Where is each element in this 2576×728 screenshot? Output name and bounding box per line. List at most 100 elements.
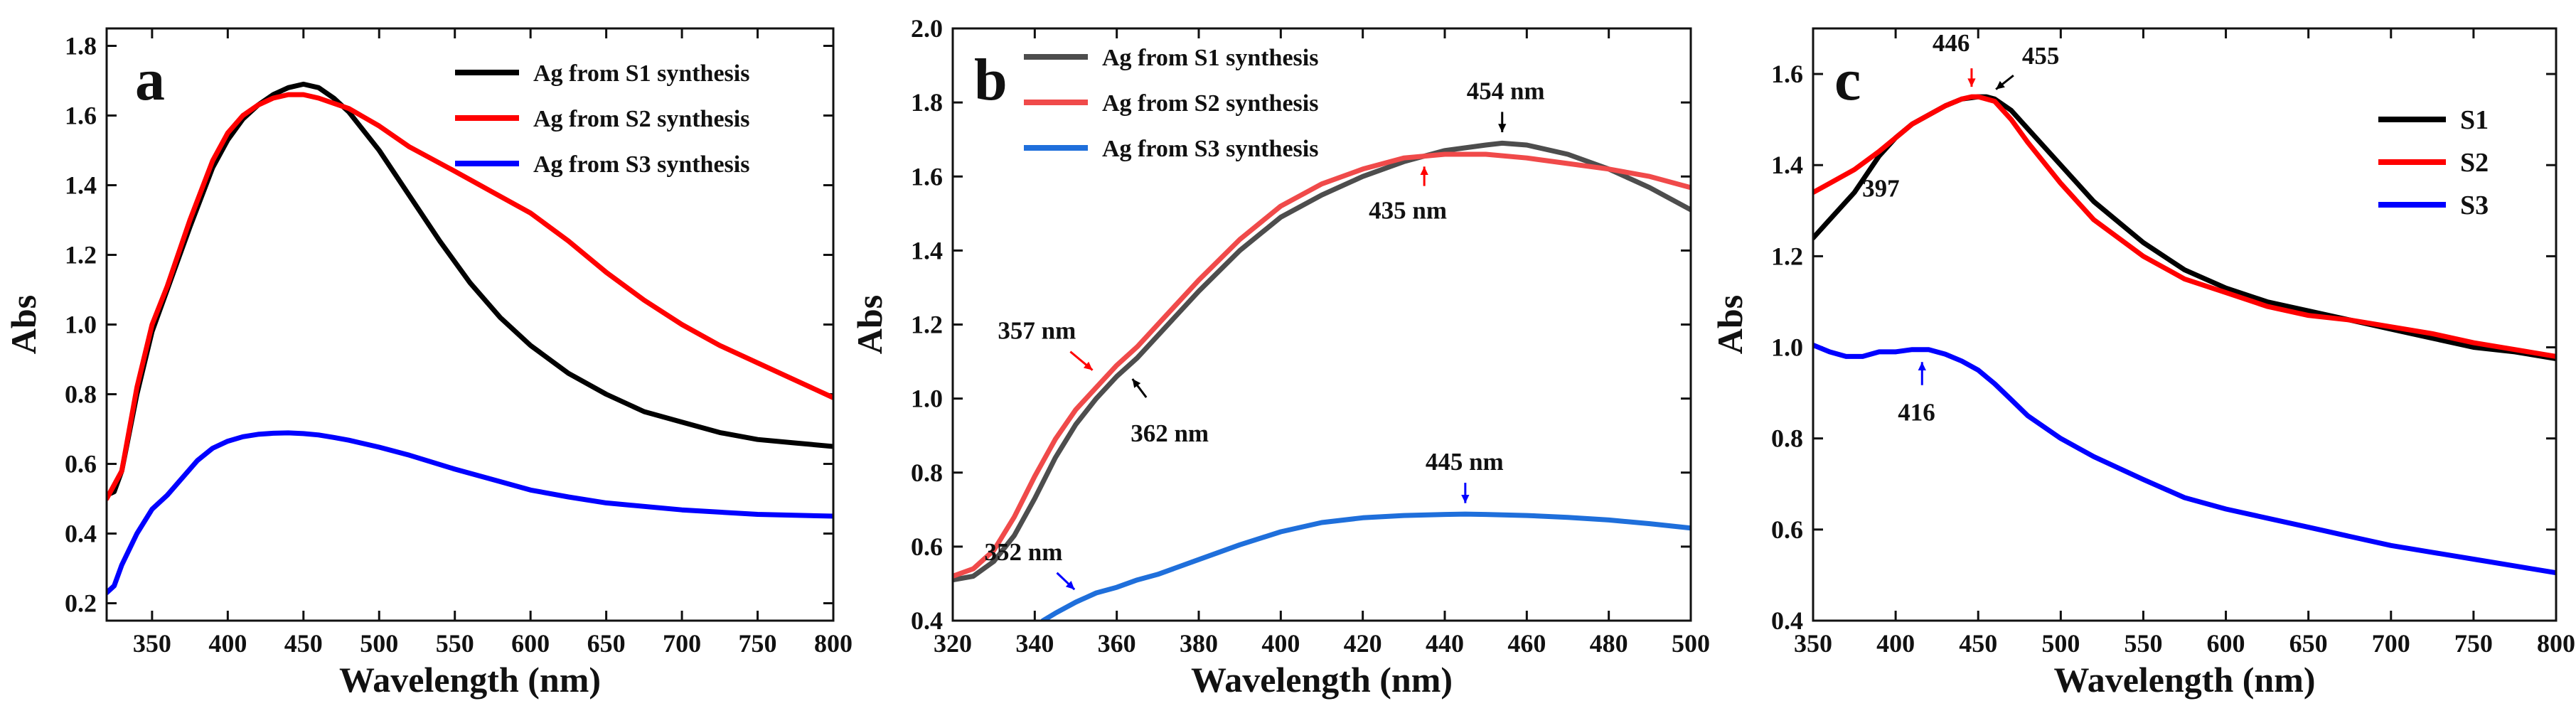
x-tick-label: 750 bbox=[739, 629, 777, 658]
x-tick-label: 420 bbox=[1344, 629, 1382, 658]
annotation-label: 397 bbox=[1862, 175, 1900, 203]
panel-letter: b bbox=[974, 47, 1008, 113]
annotation-label: 416 bbox=[1898, 399, 1935, 427]
x-tick-label: 500 bbox=[2041, 629, 2080, 658]
legend-label: S3 bbox=[2460, 191, 2489, 220]
x-tick-label: 350 bbox=[1794, 629, 1832, 658]
series-line-2 bbox=[953, 151, 1691, 579]
annotation-arrowhead bbox=[1420, 166, 1428, 176]
plot-frame bbox=[105, 27, 835, 622]
y-tick-label: 0.8 bbox=[911, 459, 943, 487]
y-tick-label: 0.6 bbox=[65, 450, 97, 478]
series-line-2 bbox=[1813, 94, 2556, 359]
x-axis-title: Wavelength (nm) bbox=[339, 660, 601, 700]
y-tick-label: 1.4 bbox=[65, 171, 97, 200]
x-tick-label: 500 bbox=[360, 629, 398, 658]
y-axis-title: Abs bbox=[850, 295, 889, 354]
legend-label: Ag from S1 synthesis bbox=[1102, 45, 1318, 71]
y-tick-label: 1.4 bbox=[1771, 151, 1803, 179]
y-tick-label: 1.4 bbox=[911, 236, 943, 264]
plot-frame bbox=[1812, 27, 2558, 622]
x-tick-label: 450 bbox=[284, 629, 323, 658]
x-axis-title: Wavelength (nm) bbox=[1191, 660, 1453, 700]
annotation-arrowhead bbox=[1967, 78, 1976, 87]
series-line-1 bbox=[953, 140, 1691, 583]
x-tick-label: 550 bbox=[2124, 629, 2162, 658]
annotation-arrowhead bbox=[1065, 581, 1075, 590]
y-tick-label: 0.6 bbox=[1771, 515, 1803, 544]
x-axis-title: Wavelength (nm) bbox=[2053, 660, 2315, 700]
panel-letter: c bbox=[1834, 47, 1861, 113]
x-tick-label: 480 bbox=[1590, 629, 1628, 658]
y-tick-label: 0.8 bbox=[1771, 424, 1803, 453]
y-tick-label: 1.6 bbox=[911, 162, 943, 191]
x-tick-label: 400 bbox=[208, 629, 247, 658]
x-tick-label: 700 bbox=[663, 629, 701, 658]
x-tick-label: 360 bbox=[1098, 629, 1136, 658]
x-tick-label: 600 bbox=[511, 629, 550, 658]
y-axis-title: Abs bbox=[4, 295, 43, 354]
y-tick-label: 1.2 bbox=[1771, 242, 1803, 270]
y-tick-label: 1.8 bbox=[911, 88, 943, 117]
x-tick-label: 800 bbox=[2537, 629, 2575, 658]
x-tick-label: 650 bbox=[2289, 629, 2328, 658]
y-tick-label: 1.6 bbox=[65, 102, 97, 130]
x-tick-label: 600 bbox=[2207, 629, 2245, 658]
y-tick-label: 0.8 bbox=[65, 380, 97, 409]
y-axis-title: Abs bbox=[1710, 295, 1750, 354]
annotation-label: 435 nm bbox=[1369, 197, 1447, 225]
annotation-label: 454 nm bbox=[1467, 77, 1545, 105]
y-tick-label: 0.2 bbox=[65, 589, 97, 618]
y-tick-label: 0.4 bbox=[65, 520, 97, 548]
series-line-3 bbox=[1813, 342, 2556, 576]
legend-label: Ag from S3 synthesis bbox=[533, 151, 749, 178]
x-tick-label: 440 bbox=[1426, 629, 1464, 658]
y-tick-label: 0.4 bbox=[911, 606, 943, 635]
x-tick-label: 460 bbox=[1507, 629, 1546, 658]
y-tick-label: 1.0 bbox=[1771, 333, 1803, 362]
x-tick-label: 550 bbox=[436, 629, 474, 658]
y-tick-label: 0.4 bbox=[1771, 606, 1803, 635]
series-line-3 bbox=[107, 430, 833, 596]
legend-label: Ag from S3 synthesis bbox=[1102, 136, 1318, 162]
x-tick-label: 750 bbox=[2454, 629, 2493, 658]
panel-b: 320 340 360 380 400 420 440 460 480 500 0.4 0.6 0.8 1… bbox=[850, 14, 1710, 700]
x-tick-label: 380 bbox=[1180, 629, 1218, 658]
y-tick-label: 1.8 bbox=[65, 32, 97, 60]
annotation-arrowhead bbox=[1132, 378, 1141, 388]
panel-a: 350 400 450 500 550 600 650 700 750 800 0.2 0.4 0.6 0… bbox=[4, 27, 853, 700]
x-tick-label: 320 bbox=[934, 629, 972, 658]
y-tick-label: 1.6 bbox=[1771, 60, 1803, 88]
panel-c: 350 400 450 500 550 600 650 700 750 800 0.4 0.6 0.8 1… bbox=[1710, 27, 2575, 700]
legend-label: Ag from S2 synthesis bbox=[533, 106, 749, 132]
x-tick-label: 340 bbox=[1015, 629, 1054, 658]
legend-label: Ag from S1 synthesis bbox=[533, 60, 749, 87]
annotation-arrowhead bbox=[1918, 362, 1926, 370]
y-tick-label: 1.0 bbox=[65, 311, 97, 339]
legend-label: S1 bbox=[2460, 105, 2489, 135]
series-line-3 bbox=[1040, 511, 1691, 621]
x-tick-label: 800 bbox=[814, 629, 853, 658]
y-tick-label: 1.2 bbox=[65, 241, 97, 269]
x-tick-label: 650 bbox=[587, 629, 626, 658]
plot-frame bbox=[951, 27, 1692, 622]
annotation-label: 357 nm bbox=[998, 317, 1076, 345]
y-tick-label: 2.0 bbox=[911, 14, 943, 43]
x-tick-label: 400 bbox=[1876, 629, 1915, 658]
annotation-label: 446 bbox=[1933, 29, 1970, 57]
annotation-arrowhead bbox=[1996, 80, 2005, 90]
x-tick-label: 400 bbox=[1261, 629, 1300, 658]
annotation-label: 362 nm bbox=[1131, 419, 1209, 447]
series-line-2 bbox=[107, 92, 833, 501]
annotation-label: 445 nm bbox=[1426, 448, 1504, 476]
y-tick-label: 0.6 bbox=[911, 532, 943, 561]
y-tick-label: 1.0 bbox=[911, 385, 943, 413]
x-tick-label: 350 bbox=[133, 629, 171, 658]
legend-label: S2 bbox=[2460, 148, 2489, 178]
annotation-label: 455 bbox=[2022, 42, 2060, 70]
x-tick-label: 500 bbox=[1672, 629, 1710, 658]
annotation-arrowhead bbox=[1498, 124, 1507, 132]
panel-letter: a bbox=[135, 47, 165, 113]
